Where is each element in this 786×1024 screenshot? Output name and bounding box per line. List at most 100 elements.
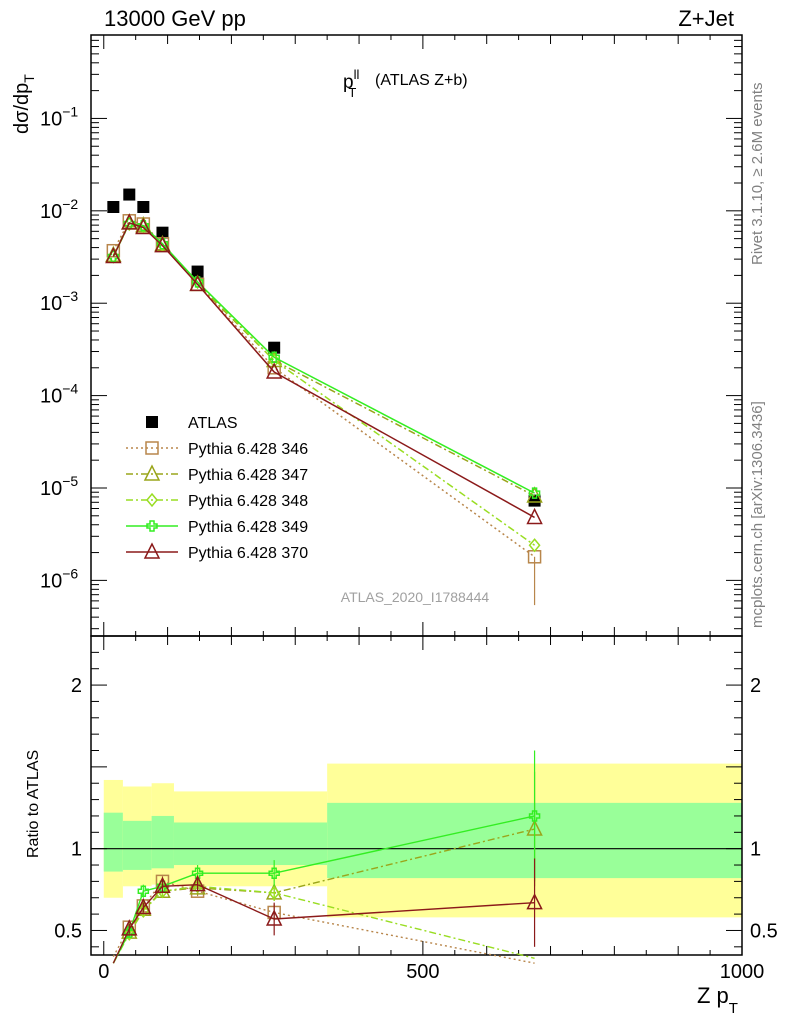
y-tick-base-5: 10 bbox=[40, 570, 62, 592]
legend-label-0: ATLAS bbox=[188, 415, 238, 432]
y-tick-base-3: 10 bbox=[40, 386, 62, 408]
legend-marker-0 bbox=[146, 416, 158, 428]
y-axis-label-main: dσ/dp bbox=[11, 83, 33, 134]
ratio-y-tick-label-right-1: 1 bbox=[750, 839, 761, 861]
legend-label-1: Pythia 6.428 346 bbox=[188, 441, 308, 458]
y-tick-base-1: 10 bbox=[40, 201, 62, 223]
ratio-point-series-2-5 bbox=[268, 885, 281, 901]
y-tick-label-0: 10−1 bbox=[40, 103, 78, 130]
main-point-series-4-6 bbox=[528, 487, 541, 499]
rivet-label: Rivet 3.1.10, ≥ 2.6M events bbox=[749, 83, 766, 266]
ratio-point-series-2-2 bbox=[137, 903, 150, 919]
main-title-sub: T bbox=[348, 85, 356, 100]
ratio-point-series-4-1 bbox=[121, 919, 138, 936]
main-title-main: p bbox=[343, 72, 354, 93]
main-point-series-4-5 bbox=[268, 351, 280, 364]
y-tick-label-4: 10−5 bbox=[40, 473, 78, 500]
ratio-y-axis-label: Ratio to ATLAS bbox=[25, 750, 42, 858]
x-tick-label-1000: 1000 bbox=[720, 961, 765, 983]
main-line-series-2 bbox=[112, 222, 535, 497]
ratio-y-tick-label-right-2: 2 bbox=[750, 675, 761, 697]
ratio-y-tick-label-left-2: 2 bbox=[71, 675, 82, 697]
main-title-sup: ll bbox=[354, 67, 360, 82]
legend-label-2: Pythia 6.428 347 bbox=[188, 467, 308, 484]
main-point-series-5-2 bbox=[135, 217, 152, 235]
legend-marker-2 bbox=[143, 464, 161, 481]
main-line-series-4 bbox=[112, 222, 535, 494]
main-point-series-0-0 bbox=[107, 200, 120, 213]
main-point-series-0-2 bbox=[137, 200, 150, 213]
main-point-series-5-3 bbox=[154, 235, 171, 253]
y-tick-exp-5: −6 bbox=[62, 565, 78, 581]
y-tick-exp-2: −3 bbox=[62, 288, 78, 304]
ratio-point-series-3-4 bbox=[191, 867, 204, 879]
main-point-series-0-6 bbox=[528, 494, 541, 507]
ratio-point-series-3-3 bbox=[156, 880, 169, 893]
main-title-rest: (ATLAS Z+b) bbox=[375, 72, 468, 89]
y-axis-label-sub: T bbox=[21, 74, 37, 83]
ratio-point-series-3-6 bbox=[528, 810, 541, 822]
ratio-point-series-4-6 bbox=[526, 892, 543, 910]
main-point-series-0-1 bbox=[123, 188, 136, 201]
ratio-y-tick-label-right-0: 0.5 bbox=[750, 920, 778, 942]
main-point-series-5-4 bbox=[189, 274, 206, 292]
x-tick-label-500: 500 bbox=[406, 961, 439, 983]
y-tick-label-3: 10−4 bbox=[40, 381, 78, 408]
main-title: pll T bbox=[343, 67, 359, 100]
x-axis-label-main: Z p bbox=[697, 983, 729, 1008]
legend-label-4: Pythia 6.428 349 bbox=[188, 519, 308, 536]
y-tick-base-2: 10 bbox=[40, 293, 62, 315]
x-tick-label-0: 0 bbox=[98, 961, 109, 983]
y-tick-base-0: 10 bbox=[40, 108, 62, 130]
ratio-band-green-0 bbox=[103, 812, 123, 872]
main-point-series-1-0 bbox=[106, 243, 121, 258]
legend-marker-4 bbox=[146, 520, 158, 532]
ratio-y-tick-label-left-1: 1 bbox=[71, 839, 82, 861]
ratio-point-series-3-5 bbox=[268, 867, 280, 879]
collision-label: 13000 GeV pp bbox=[104, 6, 246, 31]
ratio-band-green-2 bbox=[151, 815, 174, 869]
ratio-point-series-3-2 bbox=[137, 885, 150, 897]
y-tick-label-5: 10−6 bbox=[40, 565, 78, 592]
ratio-point-series-4-2 bbox=[135, 897, 152, 915]
ratio-point-series-2-1 bbox=[123, 926, 136, 941]
main-point-series-5-1 bbox=[121, 213, 138, 230]
y-tick-label-2: 10−3 bbox=[40, 288, 78, 315]
y-axis-label: dσ/dpT bbox=[11, 74, 37, 134]
main-point-series-5-6 bbox=[526, 507, 543, 525]
main-point-series-5-5 bbox=[265, 362, 283, 379]
main-point-series-0-4 bbox=[191, 265, 204, 278]
main-line-series-5 bbox=[112, 221, 535, 519]
y-tick-exp-3: −4 bbox=[62, 381, 78, 397]
legend-marker-1 bbox=[145, 441, 159, 455]
ratio-point-series-4-5 bbox=[265, 909, 283, 926]
x-axis-label-sub: T bbox=[729, 1000, 738, 1017]
legend-label-5: Pythia 6.428 370 bbox=[188, 545, 308, 562]
ratio-y-tick-label-left-0: 0.5 bbox=[54, 920, 82, 942]
y-tick-exp-4: −5 bbox=[62, 473, 78, 489]
main-line-series-1 bbox=[112, 219, 536, 558]
analysis-label: ATLAS_2020_I1788444 bbox=[341, 589, 490, 605]
process-label: Z+Jet bbox=[678, 6, 734, 31]
main-point-series-0-5 bbox=[268, 341, 281, 354]
ratio-frame bbox=[90, 635, 743, 956]
main-point-series-3-6 bbox=[528, 538, 541, 553]
ratio-band-green-1 bbox=[122, 820, 152, 870]
x-axis-label: Z pT bbox=[697, 983, 738, 1017]
ratio-point-series-4-3 bbox=[154, 876, 171, 894]
main-point-series-4-0 bbox=[107, 250, 120, 263]
main-line-series-3 bbox=[112, 223, 536, 546]
y-tick-label-1: 10−2 bbox=[40, 196, 78, 223]
ratio-band-green-3 bbox=[173, 822, 328, 866]
y-tick-exp-0: −1 bbox=[62, 103, 78, 119]
y-tick-exp-1: −2 bbox=[62, 196, 78, 212]
main-point-series-0-3 bbox=[156, 226, 169, 239]
legend-marker-3 bbox=[146, 492, 158, 508]
legend-marker-5 bbox=[143, 542, 161, 559]
ratio-point-series-4-4 bbox=[189, 874, 206, 892]
mcplots-label: mcplots.cern.ch [arXiv:1306.3436] bbox=[749, 401, 766, 628]
legend-label-3: Pythia 6.428 348 bbox=[188, 493, 308, 510]
y-tick-base-4: 10 bbox=[40, 478, 62, 500]
main-point-series-5-0 bbox=[105, 246, 122, 264]
